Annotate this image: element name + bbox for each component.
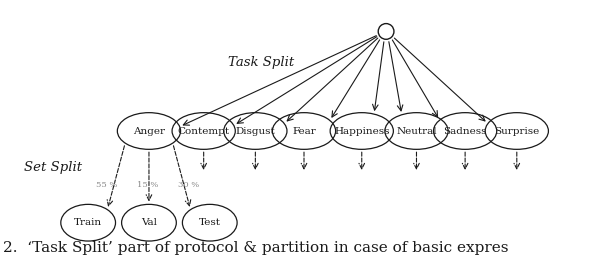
Text: 2.  ‘Task Split’ part of protocol & partition in case of basic expres: 2. ‘Task Split’ part of protocol & parti…	[3, 242, 508, 255]
Text: 15 %: 15 %	[137, 181, 159, 189]
Text: Train: Train	[74, 218, 102, 227]
Text: Neutral: Neutral	[396, 127, 437, 135]
Text: Val: Val	[141, 218, 157, 227]
Text: 30 %: 30 %	[178, 181, 199, 189]
Text: Anger: Anger	[133, 127, 165, 135]
Text: Fear: Fear	[292, 127, 316, 135]
Text: Surprise: Surprise	[494, 127, 539, 135]
Text: Happiness: Happiness	[334, 127, 390, 135]
Text: Test: Test	[199, 218, 221, 227]
Text: Set Split: Set Split	[24, 161, 83, 174]
Text: Disgust: Disgust	[235, 127, 275, 135]
Text: Sadness: Sadness	[443, 127, 487, 135]
Text: Contempt: Contempt	[178, 127, 230, 135]
Text: Task Split: Task Split	[229, 56, 294, 69]
Text: 55 %: 55 %	[95, 181, 117, 189]
